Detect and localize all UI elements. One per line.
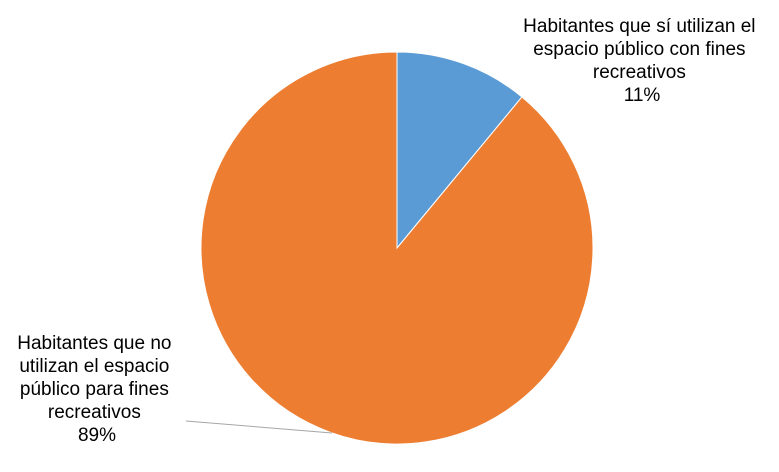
slice-leader-line-no bbox=[185, 420, 333, 434]
pie-slices bbox=[200, 51, 594, 445]
pie-slice-no bbox=[200, 51, 594, 445]
slice-label-si-line-3: recreativos bbox=[593, 62, 686, 83]
slice-label-no-line-1: Habitantes que no bbox=[17, 333, 171, 354]
slice-value-si: 11% bbox=[624, 85, 661, 106]
slice-label-no-line-3: público para fines bbox=[20, 379, 169, 400]
slice-label-no: Habitantes que no utilizan el espacio pú… bbox=[17, 333, 177, 446]
slice-label-si-line-1: Habitantes que sí utilizan el bbox=[523, 16, 755, 37]
slice-label-no-line-4: recreativos bbox=[48, 402, 141, 423]
slice-label-no-line-2: utilizan el espacio bbox=[19, 356, 169, 377]
slice-label-si-line-2: espacio público con fines bbox=[533, 39, 745, 60]
slice-label-si: Habitantes que sí utilizan el espacio pú… bbox=[523, 16, 761, 106]
pie-slice-si bbox=[396, 51, 523, 250]
slice-value-no: 89% bbox=[78, 425, 116, 446]
